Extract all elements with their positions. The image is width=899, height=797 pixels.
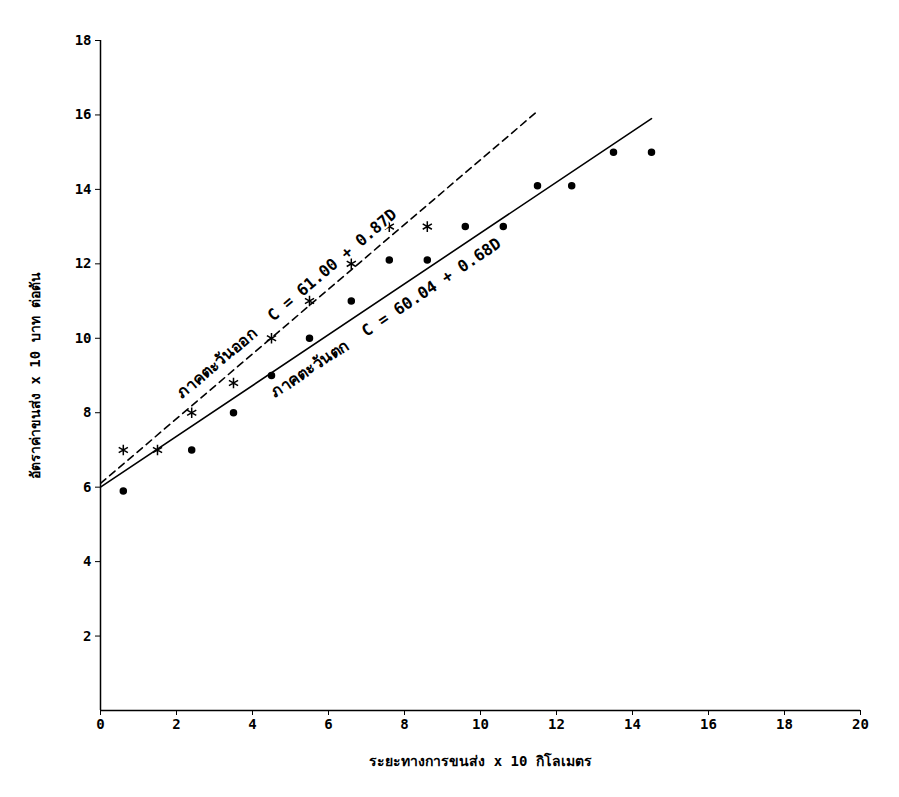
svg-text:10: 10 bbox=[75, 330, 92, 346]
svg-text:6: 6 bbox=[324, 716, 332, 732]
svg-text:4: 4 bbox=[248, 716, 256, 732]
svg-text:2: 2 bbox=[172, 716, 180, 732]
svg-text:ระยะทางการขนส่ง x 10 กิโลเมตร: ระยะทางการขนส่ง x 10 กิโลเมตร bbox=[369, 752, 592, 769]
svg-text:10: 10 bbox=[472, 716, 489, 732]
svg-text:2: 2 bbox=[83, 628, 91, 644]
svg-text:16: 16 bbox=[75, 106, 92, 122]
svg-text:ภาคตะวันตก C = 60.04 + 0.68D: ภาคตะวันตก C = 60.04 + 0.68D bbox=[267, 234, 505, 402]
svg-text:4: 4 bbox=[83, 553, 91, 569]
svg-text:12: 12 bbox=[75, 255, 92, 271]
svg-text:18: 18 bbox=[75, 32, 92, 48]
svg-text:0: 0 bbox=[96, 716, 104, 732]
svg-text:14: 14 bbox=[75, 181, 92, 197]
svg-text:6: 6 bbox=[83, 479, 91, 495]
svg-text:ภาคตะวันออก C = 61.00 + 0.87D: ภาคตะวันออก C = 61.00 + 0.87D bbox=[172, 204, 401, 403]
svg-text:อัตราค่าขนส่ง x 10 บาท ต่อตัน: อัตราค่าขนส่ง x 10 บาท ต่อตัน bbox=[27, 272, 43, 479]
svg-text:8: 8 bbox=[83, 404, 91, 420]
svg-text:14: 14 bbox=[624, 716, 641, 732]
svg-text:8: 8 bbox=[400, 716, 408, 732]
svg-text:16: 16 bbox=[700, 716, 717, 732]
svg-text:20: 20 bbox=[852, 716, 869, 732]
svg-text:18: 18 bbox=[776, 716, 793, 732]
svg-text:12: 12 bbox=[548, 716, 565, 732]
